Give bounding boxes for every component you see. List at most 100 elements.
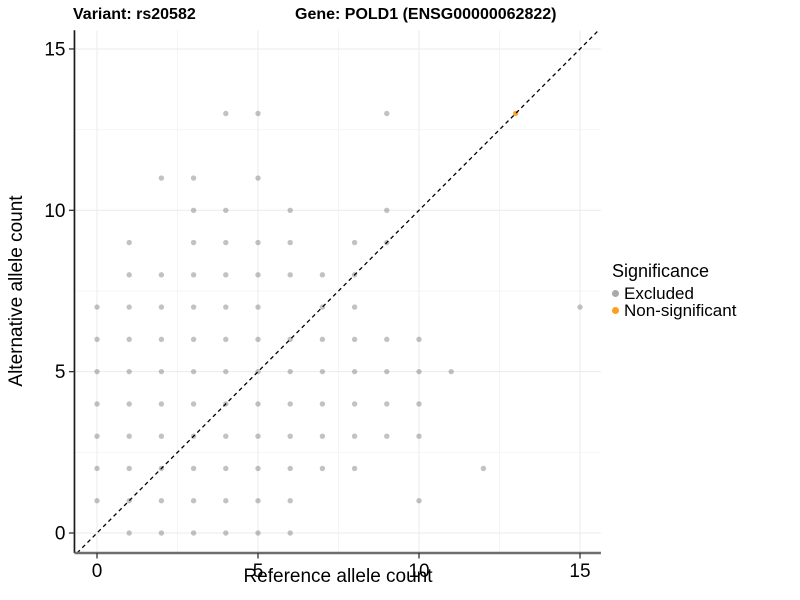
data-point-excluded <box>158 175 165 181</box>
legend-title: Significance <box>612 261 710 281</box>
data-point-excluded <box>223 207 229 213</box>
data-point-excluded <box>319 368 326 375</box>
data-point-excluded <box>255 498 261 504</box>
data-point-excluded <box>223 304 229 310</box>
data-point-excluded <box>287 368 293 375</box>
data-point-excluded <box>416 368 422 375</box>
data-point-excluded <box>255 401 261 407</box>
data-point-excluded <box>384 207 390 213</box>
y-axis-label-text: Alternative allele count <box>6 195 27 387</box>
data-point-excluded <box>126 368 132 375</box>
legend-item-label: Excluded <box>624 283 694 303</box>
data-point-excluded <box>126 239 132 246</box>
y-tick-label: 5 <box>55 362 66 383</box>
legend-item: Non-significant <box>612 300 737 320</box>
data-point-excluded <box>94 433 100 439</box>
data-point-excluded <box>416 336 422 343</box>
data-point-excluded <box>190 336 197 343</box>
data-point-excluded <box>319 433 326 439</box>
data-point-excluded <box>223 498 229 504</box>
data-point-excluded <box>190 239 197 246</box>
data-point-excluded <box>158 336 165 343</box>
data-point-excluded <box>287 239 293 246</box>
data-point-excluded <box>223 110 229 117</box>
data-point-excluded <box>416 401 422 407</box>
data-point-excluded <box>384 110 390 117</box>
data-point-excluded <box>351 465 358 472</box>
data-point-excluded <box>255 530 261 536</box>
data-point-excluded <box>126 272 132 278</box>
data-point-excluded <box>190 304 197 310</box>
data-point-excluded <box>126 465 132 472</box>
data-point-excluded <box>190 207 197 213</box>
data-point-excluded <box>255 304 261 310</box>
data-point-excluded <box>351 239 358 246</box>
data-point-excluded <box>223 336 229 343</box>
x-axis-label: Reference allele count <box>243 566 433 587</box>
data-point-excluded <box>351 433 358 439</box>
x-tick-label: 15 <box>569 561 590 582</box>
data-point-excluded <box>287 465 293 472</box>
data-point-excluded <box>126 401 132 407</box>
data-point-excluded <box>94 498 100 504</box>
data-point-excluded <box>190 175 197 181</box>
data-point-excluded <box>223 433 229 439</box>
data-point-excluded <box>255 272 261 278</box>
data-point-excluded <box>94 368 100 375</box>
data-point-excluded <box>319 336 326 343</box>
data-point-excluded <box>94 465 100 472</box>
data-point-excluded <box>351 304 358 310</box>
data-point-excluded <box>223 465 229 472</box>
data-point-excluded <box>416 433 422 439</box>
legend-item-label: Non-significant <box>624 300 737 320</box>
data-point-excluded <box>94 336 100 343</box>
data-point-excluded <box>448 368 454 375</box>
data-point-excluded <box>319 465 326 472</box>
data-point-excluded <box>384 368 390 375</box>
x-tick-label: 5 <box>253 561 264 582</box>
data-point-excluded <box>319 401 326 407</box>
data-point-excluded <box>190 272 197 278</box>
data-point-excluded <box>158 272 165 278</box>
data-point-excluded <box>158 498 165 504</box>
data-point-excluded <box>126 304 132 310</box>
data-point-excluded <box>223 239 229 246</box>
data-point-excluded <box>287 401 293 407</box>
legend: Significance Excluded Non-significant <box>612 261 737 320</box>
data-point-excluded <box>223 272 229 278</box>
data-point-excluded <box>190 368 197 375</box>
data-point-excluded <box>384 433 390 439</box>
data-point-excluded <box>255 465 261 472</box>
data-point-excluded <box>351 368 358 375</box>
non-significant-dot-icon <box>612 307 619 314</box>
data-point-excluded <box>384 336 390 343</box>
data-point-excluded <box>287 433 293 439</box>
data-point-excluded <box>416 498 422 504</box>
data-point-excluded <box>158 304 165 310</box>
data-point-excluded <box>287 272 293 278</box>
legend-item: Excluded <box>612 283 736 303</box>
excluded-dot-icon <box>612 290 619 297</box>
data-point-excluded <box>351 336 358 343</box>
data-point-excluded <box>190 498 197 504</box>
data-point-excluded <box>190 465 197 472</box>
data-point-excluded <box>255 110 261 117</box>
identity-line <box>76 29 600 554</box>
data-point-excluded <box>94 401 100 407</box>
data-point-excluded <box>158 433 165 439</box>
data-point-excluded <box>158 401 165 407</box>
y-tick-label: 10 <box>44 201 65 222</box>
data-point-excluded <box>158 530 165 536</box>
data-point-excluded <box>319 272 326 278</box>
x-tick-label: 10 <box>408 561 429 582</box>
data-point-excluded <box>223 368 229 375</box>
data-point-excluded <box>287 530 293 536</box>
data-point-excluded <box>223 530 229 536</box>
data-point-excluded <box>126 336 132 343</box>
data-point-excluded <box>94 304 100 310</box>
data-point-excluded <box>158 368 165 375</box>
plot-title-variant: Variant: rs20582 <box>73 6 196 23</box>
data-point-excluded <box>126 530 132 536</box>
